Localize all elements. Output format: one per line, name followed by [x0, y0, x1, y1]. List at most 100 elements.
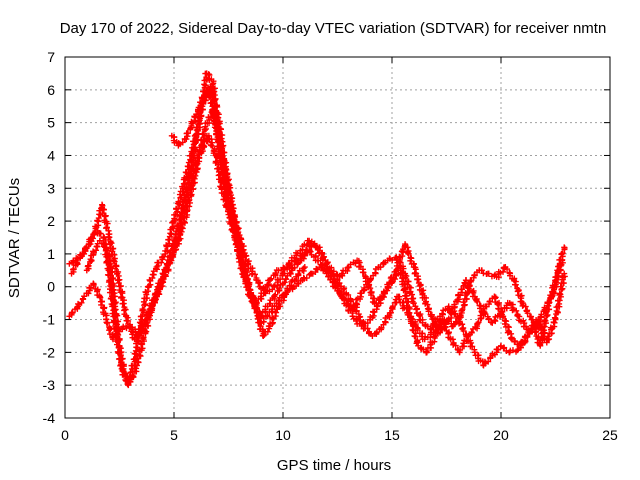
- x-tick-label: 10: [275, 427, 291, 443]
- trace-marker: [97, 230, 104, 237]
- data-marks: [66, 70, 568, 389]
- trace-marker: [78, 299, 85, 306]
- trace-marker: [281, 279, 288, 286]
- trace-marker: [125, 317, 132, 324]
- trace-marker: [471, 272, 478, 279]
- trace-marker: [320, 257, 327, 264]
- trace-marker: [507, 335, 514, 342]
- trace-marker: [111, 282, 118, 289]
- trace-marker: [236, 235, 243, 242]
- trace-marker: [387, 309, 394, 316]
- y-tick-label: -1: [43, 312, 56, 328]
- trace-marker: [110, 293, 117, 300]
- trace-marker: [389, 256, 396, 263]
- trace-marker: [135, 329, 142, 336]
- trace-marker: [193, 111, 200, 118]
- trace-marker: [181, 219, 188, 226]
- trace-marker: [458, 286, 465, 293]
- trace-marker: [504, 329, 511, 336]
- trace-marker: [269, 319, 276, 326]
- trace-marker: [318, 264, 325, 271]
- trace-marker: [106, 327, 113, 334]
- trace-marker: [466, 283, 473, 290]
- trace-marker: [149, 301, 156, 308]
- trace-marker: [185, 130, 192, 137]
- trace-marker: [199, 99, 206, 106]
- chart-title: Day 170 of 2022, Sidereal Day-to-day VTE…: [60, 20, 607, 37]
- trace-marker: [557, 266, 564, 273]
- trace-marker: [75, 300, 82, 307]
- trace-marker: [251, 305, 258, 312]
- trace-marker: [102, 213, 109, 220]
- trace-marker: [100, 305, 107, 312]
- y-tick-label: -2: [43, 344, 56, 360]
- trace-marker: [514, 347, 521, 354]
- trace-marker: [560, 280, 567, 287]
- trace-marker: [189, 152, 196, 159]
- trace-marker: [282, 276, 289, 283]
- trace-marker: [303, 275, 310, 282]
- trace-marker: [370, 295, 377, 302]
- trace-marker: [345, 264, 352, 271]
- trace-marker: [250, 293, 257, 300]
- trace-marker: [295, 270, 302, 277]
- trace-marker: [144, 295, 151, 302]
- trace-marker: [407, 257, 414, 264]
- trace-marker: [373, 329, 380, 336]
- trace-marker: [531, 329, 538, 336]
- trace-marker: [538, 311, 545, 318]
- y-tick-label: -4: [43, 410, 56, 426]
- trace-marker: [171, 235, 178, 242]
- trace-marker: [186, 203, 193, 210]
- trace-marker: [156, 291, 163, 298]
- trace-marker: [127, 323, 134, 330]
- trace-marker: [463, 295, 470, 302]
- trace-marker: [559, 250, 566, 257]
- trace-marker: [104, 320, 111, 327]
- trace-marker: [425, 308, 432, 315]
- trace-marker: [90, 282, 97, 289]
- trace-marker: [89, 235, 96, 242]
- trace-marker: [194, 154, 201, 161]
- data-point: [561, 244, 568, 251]
- trace-marker: [106, 241, 113, 248]
- trace-marker: [485, 358, 492, 365]
- trace-marker: [527, 313, 534, 320]
- trace-marker: [353, 307, 360, 314]
- trace-marker: [545, 299, 552, 306]
- trace-marker: [93, 243, 100, 250]
- y-tick-label: -3: [43, 377, 56, 393]
- trace-marker: [200, 137, 207, 144]
- trace-marker: [513, 307, 520, 314]
- trace-marker: [226, 188, 233, 195]
- trace-marker: [179, 139, 186, 146]
- trace-marker: [120, 363, 127, 370]
- trace-marker: [244, 275, 251, 282]
- trace-marker: [413, 306, 420, 313]
- trace-marker: [553, 276, 560, 283]
- trace-marker: [318, 250, 325, 257]
- trace-marker: [469, 343, 476, 350]
- trace-marker: [139, 306, 146, 313]
- trace-marker: [149, 271, 156, 278]
- trace-marker: [178, 225, 185, 232]
- trace-marker: [459, 306, 466, 313]
- trace-marker: [227, 184, 234, 191]
- trace-marker: [168, 243, 175, 250]
- trace-marker: [189, 163, 196, 170]
- trace-marker: [87, 241, 94, 248]
- trace-marker: [501, 320, 508, 327]
- trace-marker: [124, 373, 131, 380]
- trace-marker: [512, 281, 519, 288]
- trace-marker: [114, 277, 121, 284]
- trace-marker: [372, 269, 379, 276]
- trace-marker: [188, 158, 195, 165]
- trace-marker: [522, 303, 529, 310]
- trace-marker: [200, 130, 207, 137]
- trace-marker: [225, 176, 232, 183]
- trace-marker: [109, 287, 116, 294]
- trace-marker: [117, 352, 124, 359]
- data-point: [260, 332, 267, 339]
- y-tick-label: 4: [47, 147, 55, 163]
